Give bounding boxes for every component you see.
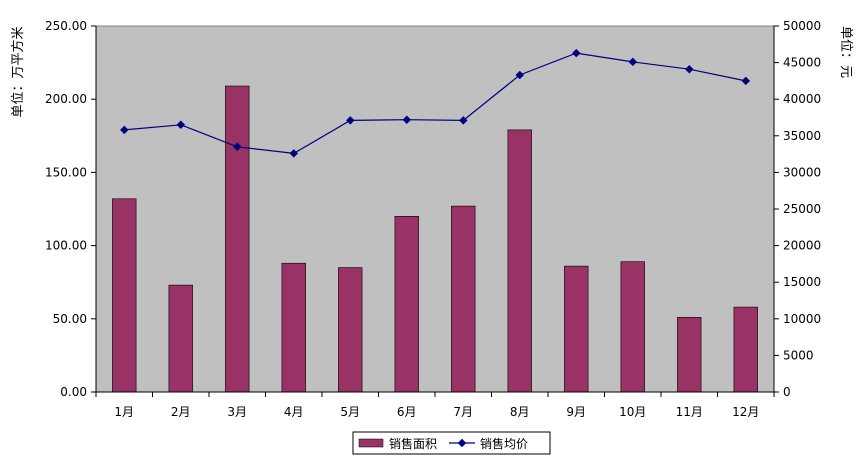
price-point-2 — [176, 120, 186, 130]
right-tick-label: 40000 — [783, 92, 821, 106]
bar-6 — [394, 216, 419, 393]
right-tick-label: 5000 — [783, 348, 814, 362]
x-tick-label: 3月 — [227, 405, 247, 419]
bar-1 — [112, 198, 137, 393]
x-tick-label: 8月 — [510, 405, 530, 419]
left-tick-label: 50.00 — [53, 312, 87, 326]
right-tick-label: 0 — [783, 385, 791, 399]
left-tick-label: 250.00 — [45, 19, 87, 33]
x-tick-label: 9月 — [566, 405, 586, 419]
bar-7 — [451, 205, 476, 393]
x-tick-label: 10月 — [619, 405, 646, 419]
price-line — [124, 52, 746, 155]
x-tick-label: 12月 — [732, 405, 759, 419]
legend-bar-swatch — [358, 438, 384, 448]
bar-12 — [733, 306, 758, 393]
line-layer — [120, 48, 751, 158]
right-tick-label: 10000 — [783, 312, 821, 326]
x-tick-label: 1月 — [114, 405, 134, 419]
right-tick-label: 20000 — [783, 239, 821, 253]
x-tick-label: 7月 — [453, 405, 473, 419]
axis-layer — [91, 25, 779, 397]
right-tick-label: 35000 — [783, 129, 821, 143]
left-tick-label: 200.00 — [45, 92, 87, 106]
bar-9 — [564, 265, 589, 393]
price-point-5 — [346, 116, 355, 125]
legend-bar-label: 销售面积 — [389, 436, 437, 451]
left-tick-label: 100.00 — [45, 239, 87, 253]
price-point-3 — [233, 142, 242, 152]
x-tick-label: 4月 — [284, 405, 304, 419]
price-point-4 — [289, 149, 299, 158]
legend: 销售面积 销售均价 — [352, 431, 551, 455]
right-tick-labels: 0 5000 10000 15000 20000 25000 30000 35000 40000… — [783, 19, 821, 399]
bar-10 — [620, 261, 645, 393]
x-tick-labels: 1月 2月 3月 4月 5月 6月 7月 8月 9月 10月 11月 12月 — [114, 405, 759, 419]
right-axis-label: 单位：元 — [838, 26, 853, 78]
x-tick-label: 2月 — [171, 405, 191, 419]
bar-4 — [281, 262, 306, 393]
plot-area — [95, 25, 775, 393]
left-tick-labels: 0.00 50.00 100.00 150.00 200.00 250.00 — [45, 19, 87, 399]
price-point-1 — [120, 125, 129, 135]
bar-11 — [677, 316, 702, 393]
x-tick-label: 11月 — [676, 405, 703, 419]
x-tick-label: 5月 — [340, 405, 360, 419]
right-tick-label: 25000 — [783, 202, 821, 216]
legend-line-label: 销售均价 — [480, 436, 528, 451]
left-axis-label: 单位：万平方米 — [10, 26, 26, 117]
bar-8 — [507, 129, 532, 393]
bar-5 — [338, 267, 363, 393]
right-tick-label: 30000 — [783, 165, 821, 179]
left-tick-label: 150.00 — [45, 165, 87, 179]
right-tick-label: 50000 — [783, 19, 821, 33]
bar-2 — [168, 284, 193, 393]
bars-layer — [112, 85, 758, 393]
right-tick-label: 45000 — [783, 56, 821, 70]
price-point-7 — [459, 116, 468, 125]
bar-3 — [225, 85, 250, 393]
price-point-6 — [402, 115, 412, 124]
left-tick-label: 0.00 — [60, 385, 87, 399]
right-tick-label: 15000 — [783, 275, 821, 289]
x-tick-label: 6月 — [397, 405, 417, 419]
legend-line-marker — [457, 438, 467, 448]
